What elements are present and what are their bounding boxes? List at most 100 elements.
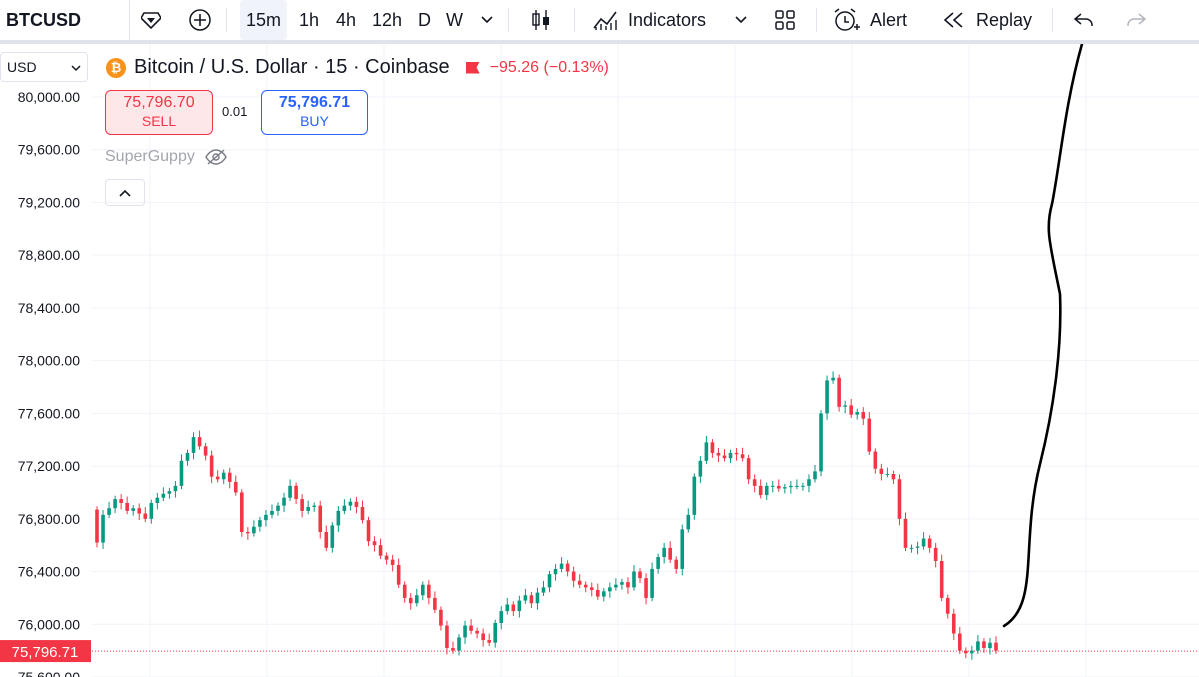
candle-body (638, 571, 642, 579)
symbol-search[interactable]: BTCUSD (0, 0, 130, 40)
timeframe-label: 4h (336, 9, 357, 30)
candle-body (252, 526, 256, 534)
candle-body (716, 452, 721, 456)
chevron-down-icon[interactable] (732, 0, 750, 40)
buy-button[interactable]: 75,796.71 BUY (261, 90, 368, 135)
symbol-label: BTCUSD (6, 9, 81, 30)
y-tick-label: 78,800.00 (18, 247, 80, 263)
undo-icon[interactable] (1070, 0, 1098, 40)
candle-body (801, 485, 805, 487)
candle-body (843, 405, 847, 407)
candle-body (746, 458, 751, 480)
divider (574, 8, 575, 32)
timeframe-1h[interactable]: 1h (299, 0, 319, 40)
candles-icon[interactable] (528, 0, 554, 40)
price-chart[interactable]: 80,000.00 79,600.00 79,200.00 78,800.00 78,4… (0, 44, 1199, 677)
candle-body (131, 508, 136, 511)
candle-body (565, 563, 570, 572)
candle-body (583, 584, 588, 588)
candle-body (149, 503, 154, 519)
candle-body (414, 595, 419, 604)
currency-label: USD (7, 59, 37, 75)
candle-body (270, 510, 274, 515)
divider (1052, 8, 1053, 32)
add-symbol-icon[interactable] (185, 0, 215, 40)
chevron-down-icon[interactable] (478, 0, 496, 40)
candle-body (342, 505, 347, 511)
candle-body (849, 405, 853, 415)
candle-body (927, 538, 932, 548)
rewind-icon (943, 12, 963, 28)
layout-grid-icon[interactable] (770, 0, 800, 40)
candle-body (752, 479, 757, 486)
spread-value: 0.01 (222, 104, 248, 119)
candle-body (915, 546, 920, 548)
candle-body (390, 559, 395, 565)
timeframe-w[interactable]: W (446, 0, 463, 40)
timeframe-12h[interactable]: 12h (372, 0, 402, 40)
sell-button[interactable]: 75,796.70 SELL (105, 90, 213, 135)
currency-select[interactable]: USD (0, 52, 88, 82)
candle-body (620, 582, 624, 585)
redo-icon[interactable] (1122, 0, 1150, 40)
buy-price: 75,796.71 (278, 94, 351, 111)
candle-body (541, 587, 546, 593)
candle-body (831, 377, 835, 381)
candle-body (324, 532, 329, 548)
candle-body (770, 485, 775, 487)
candle-body (330, 525, 335, 548)
candle-body (704, 442, 709, 461)
candle-body (360, 506, 365, 521)
eye-hidden-icon[interactable] (205, 149, 227, 165)
candle-body (457, 637, 461, 651)
timeframe-15m[interactable]: 15m (240, 0, 288, 40)
diamond-icon[interactable] (136, 0, 166, 40)
candle-body (499, 611, 504, 623)
alert-button[interactable]: Alert (832, 0, 907, 40)
timeframe-4h[interactable]: 4h (336, 0, 356, 40)
y-tick-label: 76,000.00 (18, 616, 80, 632)
candle-body (807, 479, 811, 486)
candle-body (445, 625, 449, 648)
candle-body (608, 587, 612, 592)
indicators-button[interactable]: Indicators (592, 0, 706, 40)
flag-icon[interactable] (465, 61, 480, 74)
legend-title: Bitcoin / U.S. Dollar · 15 · Coinbase (134, 56, 450, 78)
chevron-up-icon (119, 189, 131, 197)
candle-body (378, 545, 383, 556)
symbol-legend: ₿ Bitcoin / U.S. Dollar · 15 · Coinbase … (106, 56, 609, 79)
candle-body (523, 595, 528, 601)
y-tick-label: 77,200.00 (18, 458, 80, 474)
candle-body (710, 442, 715, 453)
last-price-marker (0, 640, 91, 663)
candle-body (988, 642, 992, 648)
candle-body (885, 474, 890, 475)
candle-body (505, 604, 510, 612)
buy-label: BUY (300, 113, 329, 129)
y-tick-label: 80,000.00 (18, 89, 80, 105)
candle-body (318, 505, 323, 532)
timeframe-d[interactable]: D (418, 0, 431, 40)
candle-body (776, 485, 781, 489)
candle-body (861, 412, 866, 419)
candle-body (559, 563, 564, 569)
candle-body (288, 485, 292, 498)
top-toolbar: BTCUSD 15m 1h 4h 12h D W Indicators Aler… (0, 0, 1199, 44)
collapse-button[interactable] (105, 179, 145, 206)
candle-body (855, 412, 860, 415)
candle-body (945, 597, 950, 614)
sell-label: SELL (141, 113, 177, 129)
candle-body (867, 418, 872, 452)
candle-body (402, 584, 407, 598)
alert-label: Alert (870, 9, 908, 30)
candle-body (209, 455, 214, 477)
candle-body (722, 455, 727, 459)
candle-body (258, 520, 262, 527)
replay-button[interactable]: Replay (942, 0, 1032, 40)
candle-body (674, 559, 679, 569)
candle-body (819, 413, 823, 472)
candle-body (240, 492, 244, 532)
candle-body (553, 568, 558, 575)
last-price-label: 75,796.71 (12, 644, 79, 661)
candle-body (161, 493, 166, 498)
